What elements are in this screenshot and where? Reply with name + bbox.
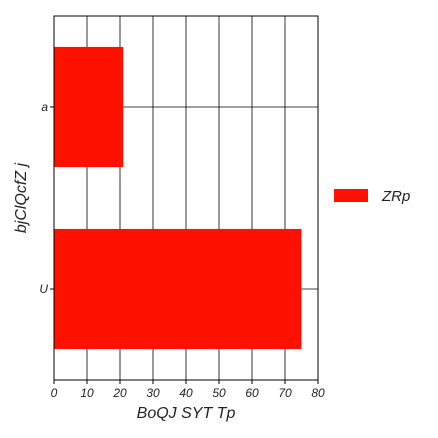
x-tick-label: 20 bbox=[112, 386, 127, 400]
x-tick-label: 50 bbox=[212, 386, 226, 400]
plot-frame bbox=[53, 15, 319, 381]
bars bbox=[54, 46, 302, 350]
x-tick-labels: 0 10 20 30 40 50 60 70 80 bbox=[51, 386, 325, 400]
x-tick-label: 60 bbox=[245, 386, 259, 400]
x-tick-label: 80 bbox=[311, 386, 325, 400]
bar-a bbox=[54, 46, 124, 168]
x-tick-label: 70 bbox=[278, 386, 292, 400]
x-axis-label: BoQJ SYT Tp bbox=[137, 405, 236, 422]
y-tick-labels: aU bbox=[39, 100, 48, 296]
legend: ZRp bbox=[334, 188, 410, 205]
legend-swatch bbox=[334, 189, 368, 202]
y-tick-label: U bbox=[39, 282, 48, 296]
bar-U bbox=[54, 228, 302, 350]
y-axis-label: bjClQcfZ j bbox=[13, 162, 30, 233]
x-tick-label: 30 bbox=[146, 386, 160, 400]
x-tick-label: 0 bbox=[51, 386, 58, 400]
y-tick-label: a bbox=[41, 100, 48, 114]
x-tick-label: 10 bbox=[80, 386, 94, 400]
legend-label: ZRp bbox=[381, 188, 410, 205]
x-tick-label: 40 bbox=[179, 386, 193, 400]
